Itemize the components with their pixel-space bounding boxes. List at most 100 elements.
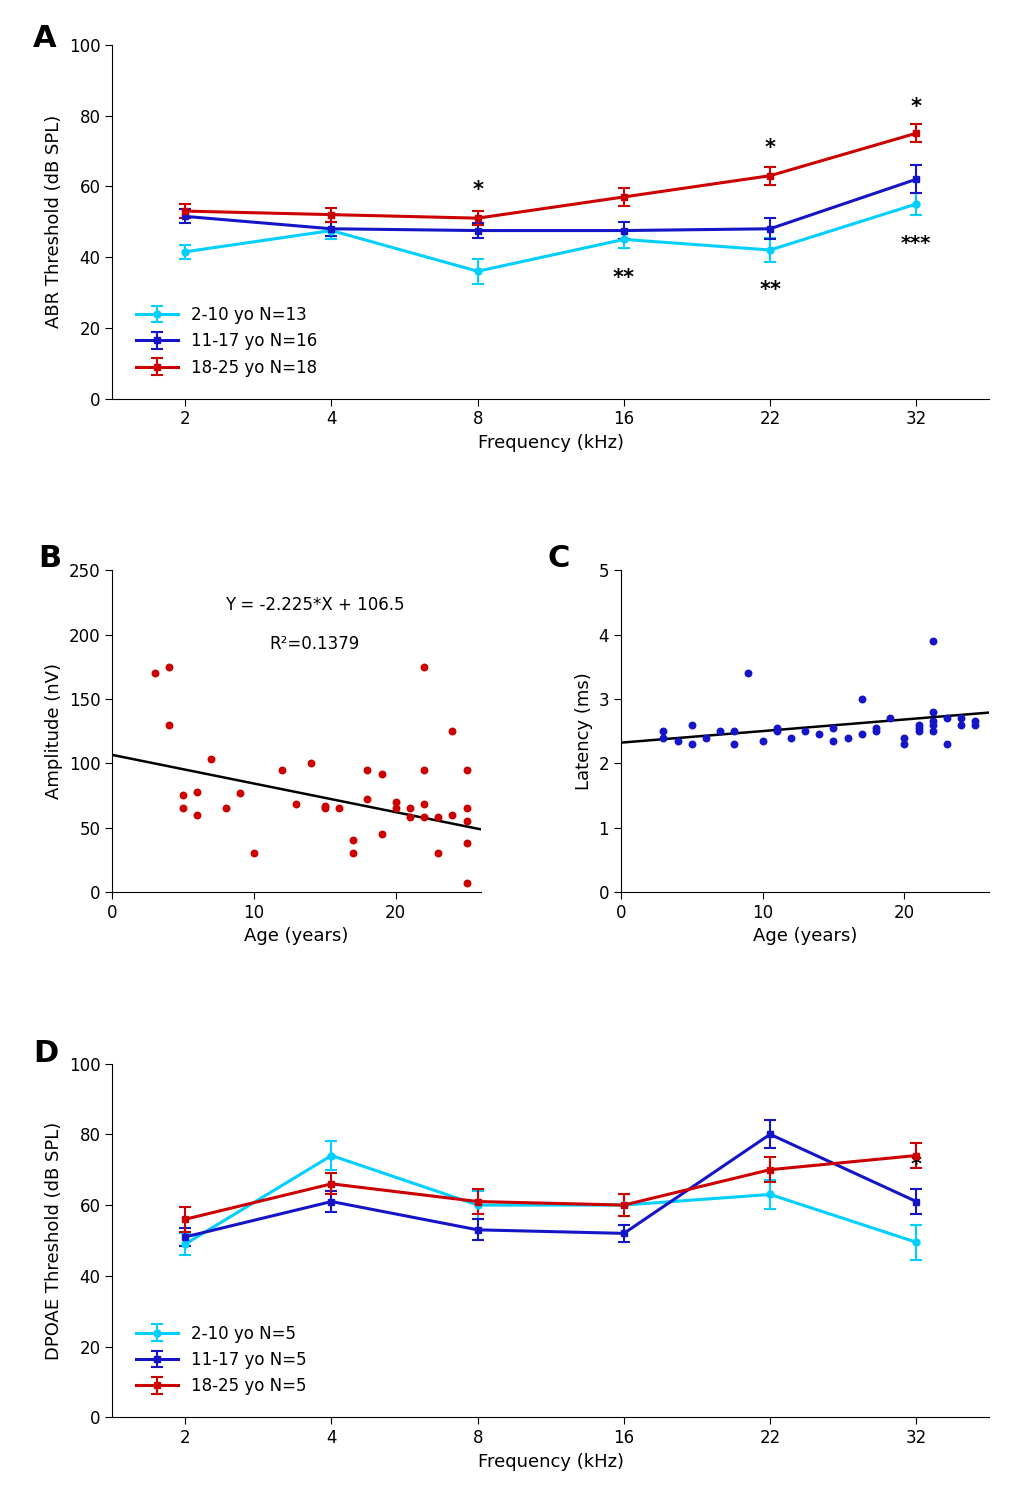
- Point: [416, 655, 432, 679]
- Point: [401, 797, 418, 821]
- Point: [810, 722, 826, 746]
- Point: [853, 686, 869, 710]
- Point: [387, 797, 404, 821]
- Text: R²=0.1379: R²=0.1379: [269, 634, 360, 652]
- Point: [966, 713, 982, 737]
- Point: [923, 630, 940, 653]
- Point: [910, 716, 926, 740]
- Point: [373, 761, 389, 785]
- Point: [246, 841, 262, 865]
- Point: [401, 806, 418, 830]
- Point: [458, 871, 474, 895]
- Point: [910, 719, 926, 743]
- Point: [668, 728, 685, 752]
- Point: [697, 725, 713, 749]
- Text: Y = -2.225*X + 106.5: Y = -2.225*X + 106.5: [225, 595, 405, 615]
- Point: [174, 797, 191, 821]
- Point: [189, 780, 205, 804]
- Point: [768, 716, 785, 740]
- Point: [430, 806, 446, 830]
- Y-axis label: Amplitude (nV): Amplitude (nV): [45, 662, 63, 800]
- Point: [316, 794, 332, 818]
- Point: [937, 733, 954, 756]
- Point: [217, 797, 233, 821]
- X-axis label: Age (years): Age (years): [245, 928, 348, 946]
- Point: [867, 719, 883, 743]
- Point: [782, 725, 798, 749]
- Legend: 2-10 yo N=13, 11-17 yo N=16, 18-25 yo N=18: 2-10 yo N=13, 11-17 yo N=16, 18-25 yo N=…: [129, 300, 324, 383]
- Point: [937, 706, 954, 730]
- Point: [896, 725, 912, 749]
- Point: [711, 719, 728, 743]
- Point: [458, 831, 474, 855]
- Point: [923, 710, 940, 734]
- Point: [416, 758, 432, 782]
- Text: D: D: [34, 1038, 58, 1068]
- Text: *: *: [472, 181, 483, 200]
- Point: [444, 719, 461, 743]
- Point: [330, 797, 346, 821]
- Point: [458, 809, 474, 833]
- Text: **: **: [758, 280, 781, 300]
- Point: [796, 719, 812, 743]
- Text: ***: ***: [900, 234, 930, 254]
- Point: [359, 758, 375, 782]
- Point: [768, 719, 785, 743]
- Text: *: *: [764, 137, 774, 158]
- Point: [359, 788, 375, 812]
- Point: [654, 719, 671, 743]
- Point: [161, 713, 177, 737]
- Point: [740, 661, 756, 685]
- Point: [416, 792, 432, 816]
- Point: [952, 706, 968, 730]
- Legend: 2-10 yo N=5, 11-17 yo N=5, 18-25 yo N=5: 2-10 yo N=5, 11-17 yo N=5, 18-25 yo N=5: [129, 1317, 313, 1402]
- Point: [910, 713, 926, 737]
- Y-axis label: DPOAE Threshold (dB SPL): DPOAE Threshold (dB SPL): [45, 1122, 63, 1359]
- Text: **: **: [612, 267, 634, 288]
- Text: *: *: [910, 1155, 921, 1176]
- Point: [174, 783, 191, 807]
- Point: [754, 728, 770, 752]
- Point: [867, 716, 883, 740]
- X-axis label: Frequency (kHz): Frequency (kHz): [477, 1453, 624, 1471]
- Point: [430, 841, 446, 865]
- Y-axis label: ABR Threshold (dB SPL): ABR Threshold (dB SPL): [45, 115, 63, 328]
- Point: [683, 713, 699, 737]
- Point: [303, 752, 319, 776]
- Text: C: C: [546, 545, 569, 573]
- X-axis label: Age (years): Age (years): [752, 928, 856, 946]
- Point: [683, 733, 699, 756]
- Point: [288, 792, 305, 816]
- Point: [923, 713, 940, 737]
- Point: [839, 725, 855, 749]
- Y-axis label: Latency (ms): Latency (ms): [575, 673, 592, 789]
- Point: [373, 822, 389, 846]
- Point: [458, 797, 474, 821]
- Point: [189, 803, 205, 827]
- Point: [896, 733, 912, 756]
- Point: [344, 841, 361, 865]
- Point: [316, 797, 332, 821]
- Point: [274, 758, 290, 782]
- Point: [952, 713, 968, 737]
- Point: [147, 661, 163, 685]
- Point: [387, 789, 404, 813]
- Point: [458, 758, 474, 782]
- Point: [654, 725, 671, 749]
- Point: [966, 710, 982, 734]
- Point: [444, 803, 461, 827]
- Point: [416, 806, 432, 830]
- Point: [824, 716, 841, 740]
- Text: A: A: [34, 24, 57, 52]
- Point: [231, 780, 248, 804]
- X-axis label: Frequency (kHz): Frequency (kHz): [477, 434, 624, 452]
- Point: [726, 733, 742, 756]
- Point: [923, 700, 940, 724]
- Point: [203, 747, 219, 771]
- Point: [824, 728, 841, 752]
- Point: [881, 706, 898, 730]
- Text: *: *: [910, 97, 921, 118]
- Point: [923, 719, 940, 743]
- Point: [161, 655, 177, 679]
- Point: [344, 828, 361, 852]
